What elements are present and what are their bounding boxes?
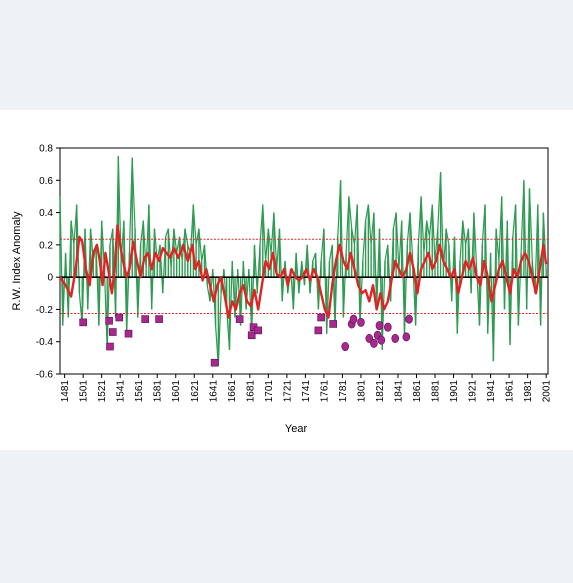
y-tick-label: 0.8 <box>39 144 53 155</box>
x-tick-label: 1781 <box>338 380 349 403</box>
square-marker <box>314 326 323 335</box>
square-marker <box>141 315 149 323</box>
x-tick-label: 1861 <box>412 380 423 403</box>
circle-marker <box>349 314 358 324</box>
square-marker <box>105 316 113 325</box>
smoothed-line <box>59 224 548 319</box>
y-tick-label: 0 <box>47 273 53 284</box>
smoothed-series <box>59 224 548 319</box>
circle-marker <box>402 332 411 342</box>
y-tick-label: 0.6 <box>39 176 53 187</box>
circle-marker <box>391 333 400 343</box>
square-marker <box>210 358 219 367</box>
x-tick-label: 1881 <box>431 380 442 403</box>
circle-marker <box>341 342 350 352</box>
x-tick-label: 1721 <box>282 380 293 403</box>
x-tick-label: 1541 <box>116 380 127 403</box>
threshold-lines <box>60 238 548 314</box>
x-tick-label: 1681 <box>245 380 256 403</box>
extreme-year-markers <box>79 313 413 367</box>
square-marker <box>79 318 87 327</box>
circle-marker <box>370 338 378 348</box>
y-axis-title: R.W. Index Anomaly <box>11 211 23 311</box>
y-tick-label: -0.6 <box>36 370 54 381</box>
circle-marker <box>357 317 365 327</box>
annual-line <box>59 156 547 366</box>
square-marker <box>108 328 117 336</box>
y-tick-label: 0.2 <box>39 240 53 251</box>
x-tick-label: 1641 <box>208 380 219 403</box>
circle-marker <box>377 335 386 345</box>
x-tick-label: 1761 <box>319 380 330 403</box>
circle-marker <box>405 314 413 324</box>
figure-panel: -0.6 -0.4 -0.2 0 0.2 0.4 0.6 0.8 1481 1501 1521 15… <box>0 110 573 450</box>
square-marker <box>317 313 325 322</box>
circle-marker <box>375 321 384 331</box>
x-tick-label: 1701 <box>264 380 275 403</box>
square-marker <box>235 315 244 323</box>
y-tick-label: -0.4 <box>36 337 54 348</box>
x-tick-label: 1661 <box>227 380 238 403</box>
x-axis-title: Year <box>285 423 308 435</box>
x-tick-label: 1561 <box>134 380 145 403</box>
x-tick-label: 1821 <box>375 380 386 403</box>
square-marker <box>124 329 133 338</box>
x-tick-label: 1961 <box>505 380 516 403</box>
x-tick-label: 1621 <box>190 380 201 403</box>
x-tick-label: 1941 <box>486 380 497 403</box>
x-tick-label: 1901 <box>449 380 460 403</box>
circle-marker <box>384 322 392 332</box>
x-tick-label: 1581 <box>153 380 164 403</box>
rw-index-chart: -0.6 -0.4 -0.2 0 0.2 0.4 0.6 0.8 1481 1501 1521 15… <box>11 144 553 436</box>
x-tick-label: 1981 <box>523 380 534 403</box>
x-tick-label: 1601 <box>171 380 182 403</box>
x-tick-label: 1481 <box>60 380 71 403</box>
x-tick-label: 1841 <box>393 380 404 403</box>
x-tick-label: 2001 <box>542 380 553 403</box>
square-marker <box>115 313 124 322</box>
square-marker <box>254 326 262 335</box>
square-marker <box>155 315 163 323</box>
x-tick-label: 1801 <box>356 380 367 403</box>
square-marker <box>329 320 337 328</box>
y-tick-label: -0.2 <box>36 305 54 316</box>
x-axis-ticks: 1481 1501 1521 1541 1561 1581 1601 1621 1641 1661… <box>60 374 553 402</box>
y-axis-ticks: -0.6 -0.4 -0.2 0 0.2 0.4 0.6 0.8 <box>36 144 60 381</box>
x-tick-label: 1501 <box>79 380 90 403</box>
x-tick-label: 1521 <box>97 380 108 403</box>
square-marker <box>247 331 256 340</box>
x-tick-label: 1921 <box>468 380 479 403</box>
x-tick-label: 1741 <box>301 380 312 403</box>
square-marker <box>106 342 114 351</box>
y-tick-label: 0.4 <box>39 208 53 219</box>
